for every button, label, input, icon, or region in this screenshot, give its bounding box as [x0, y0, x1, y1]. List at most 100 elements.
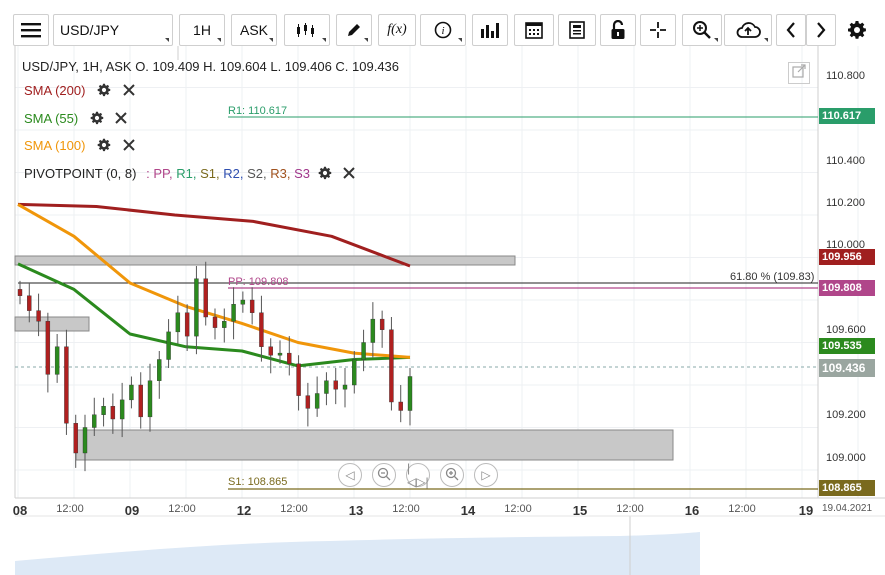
gear-icon[interactable]: [97, 138, 111, 155]
template-button[interactable]: [558, 14, 596, 46]
dropdown-caret-icon: [714, 38, 718, 42]
candle-body: [370, 318, 376, 343]
gear-icon[interactable]: [90, 111, 104, 128]
sma200-label: SMA (200): [24, 83, 86, 98]
candlestick-icon: [295, 22, 319, 38]
bar-chart-icon: [480, 21, 500, 39]
chart-area[interactable]: USD/JPY, 1H, ASK O. 109.409 H. 109.604 L…: [0, 46, 885, 575]
candle-body: [268, 346, 273, 356]
crosshair-icon: [649, 21, 667, 39]
time-label: 13: [348, 503, 364, 518]
dropdown-caret-icon: [165, 38, 169, 42]
candle-body: [17, 289, 23, 296]
gear-icon[interactable]: [97, 83, 111, 100]
zoom-out-icon: [377, 467, 391, 484]
time-label: 09: [124, 503, 140, 518]
draw-tool-button[interactable]: [336, 14, 372, 46]
volume-button[interactable]: [472, 14, 508, 46]
pan-right-button[interactable]: ▷: [474, 463, 498, 487]
candle-body: [398, 401, 403, 411]
time-label: 12:00: [280, 503, 308, 515]
chart-type-button[interactable]: [284, 14, 330, 46]
chart-canvas[interactable]: [0, 46, 885, 575]
pp-level-label: PP: 109.808: [228, 276, 289, 288]
price-type-label: ASK: [239, 22, 268, 38]
time-label: 12:00: [728, 503, 756, 515]
candle-body: [129, 384, 134, 401]
cloud-button[interactable]: [724, 14, 772, 46]
symbol-label: USD/JPY: [60, 22, 120, 38]
candle-body: [101, 406, 106, 415]
expand-icon: [792, 63, 806, 83]
expand-button[interactable]: [788, 62, 810, 84]
zoom-in-button[interactable]: [440, 463, 464, 487]
candle-body: [64, 346, 69, 424]
candle-body: [36, 310, 41, 322]
triangle-left-icon: ◁: [345, 468, 355, 482]
candle-body: [203, 278, 208, 318]
time-label: 12:00: [504, 503, 532, 515]
sma55-line: [17, 262, 411, 368]
candle-body: [277, 352, 283, 356]
price-tick: 109.000: [826, 452, 866, 464]
close-icon[interactable]: [115, 112, 128, 127]
candle-body: [389, 329, 394, 403]
ohlc-readout: USD/JPY, 1H, ASK O. 109.409 H. 109.604 L…: [22, 59, 400, 74]
dropdown-caret-icon: [269, 38, 273, 42]
scroll-right-button[interactable]: [806, 14, 836, 46]
timeframe-selector[interactable]: 1H: [179, 14, 225, 46]
legend-pivot: PIVOTPOINT (0, 8) : PP, R1, S1, R2, S2, …: [24, 166, 355, 183]
chevron-left-icon: [785, 21, 797, 39]
info-button[interactable]: i: [420, 14, 466, 46]
symbol-selector[interactable]: USD/JPY: [53, 14, 173, 46]
fib-level-label: 61.80 % (109.83): [730, 271, 815, 283]
calendar-button[interactable]: [514, 14, 554, 46]
pivot-s1: S1,: [200, 166, 220, 181]
sma55-label: SMA (55): [24, 111, 79, 126]
r1-level-label: R1: 110.617: [228, 105, 288, 117]
s1-level-label: S1: 108.865: [228, 476, 288, 488]
zoom-button[interactable]: [682, 14, 722, 46]
candle-body: [147, 380, 153, 418]
close-icon[interactable]: [343, 167, 355, 182]
candle-body: [361, 342, 366, 360]
close-icon[interactable]: [122, 139, 135, 154]
pivot-separator: :: [146, 166, 150, 181]
candle-body: [314, 393, 320, 409]
zoom-out-button[interactable]: [372, 463, 396, 487]
crosshair-button[interactable]: [640, 14, 676, 46]
zoom-in-icon: [445, 467, 459, 484]
candle-body: [27, 295, 32, 311]
triangle-right-icon: ▷: [481, 468, 491, 482]
candle-body: [249, 299, 255, 313]
pivot-s3: S3: [294, 166, 310, 181]
time-label: 19.04.2021: [821, 503, 873, 514]
pan-left-button[interactable]: ◁: [338, 463, 362, 487]
support-zone-small: [14, 316, 90, 332]
menu-button[interactable]: [13, 14, 49, 46]
price-type-selector[interactable]: ASK: [231, 14, 277, 46]
toolbar: USD/JPY 1H ASK f(x) i: [0, 0, 885, 46]
settings-button[interactable]: [842, 14, 872, 46]
reset-view-button[interactable]: |◁▷|: [406, 461, 430, 489]
candle-body: [231, 304, 236, 322]
lock-button[interactable]: [600, 14, 636, 46]
close-icon[interactable]: [122, 84, 135, 99]
indicators-button[interactable]: f(x): [378, 14, 416, 46]
price-tick: 110.800: [826, 70, 865, 82]
candle-body: [166, 331, 171, 360]
function-icon: f(x): [387, 22, 407, 37]
candle-body: [352, 359, 357, 386]
candle-body: [259, 312, 264, 347]
unlock-icon: [610, 20, 626, 40]
pivot-r2: R2,: [223, 166, 244, 181]
last-price-badge: 109.436: [819, 359, 875, 377]
dropdown-caret-icon: [322, 38, 326, 42]
calendar-icon: [524, 20, 544, 40]
sma55-price-badge: 109.535: [819, 338, 875, 354]
gear-icon[interactable]: [318, 166, 332, 183]
scroll-left-button[interactable]: [776, 14, 806, 46]
sma100-line: [17, 203, 411, 359]
pivot-r3: R3,: [270, 166, 291, 181]
